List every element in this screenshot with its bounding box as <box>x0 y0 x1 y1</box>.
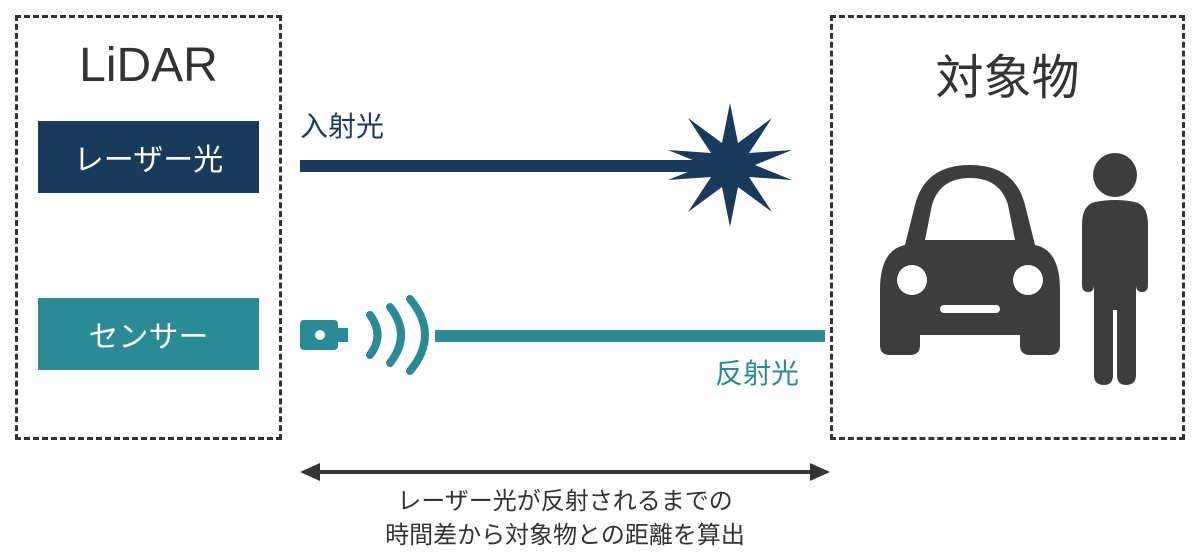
car-person-icon <box>850 110 1170 410</box>
sensor-waves-icon <box>350 295 440 375</box>
laser-label: レーザー光 <box>38 121 259 193</box>
lidar-title: LiDAR <box>18 18 279 93</box>
target-title: 対象物 <box>833 18 1182 108</box>
reflected-light-label: 反射光 <box>715 352 799 392</box>
reflected-beam <box>435 330 825 342</box>
measurement-caption: レーザー光が反射されるまでの 時間差から対象物との距離を算出 <box>300 485 830 552</box>
sensor-label: センサー <box>38 298 259 370</box>
starburst-icon <box>665 100 795 230</box>
incident-beam <box>300 160 710 172</box>
measure-arrow-icon <box>300 460 830 484</box>
lidar-box: LiDAR レーザー光 センサー <box>15 15 282 440</box>
caption-line-2: 時間差から対象物との距離を算出 <box>385 522 745 549</box>
sensor-icon <box>300 300 350 370</box>
incident-light-label: 入射光 <box>300 105 384 145</box>
caption-line-1: レーザー光が反射されるまでの <box>397 488 733 515</box>
